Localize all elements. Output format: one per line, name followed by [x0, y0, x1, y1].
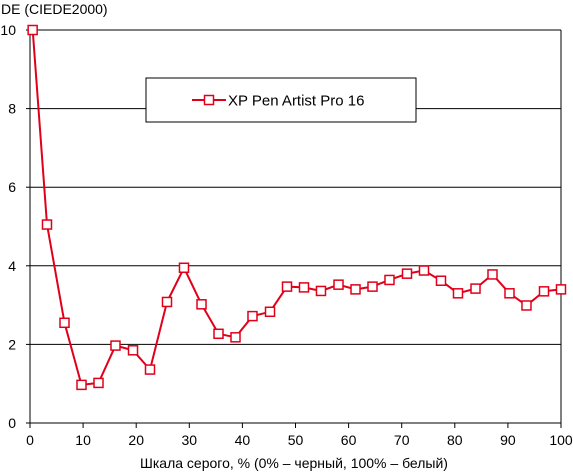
x-tick-label-0: 0	[26, 432, 34, 448]
x-tick-labels: 0 10 20 30 40 50 60 70 80 90 100	[26, 432, 573, 448]
y-tick-label-1: 2	[8, 336, 16, 352]
data-point-0-7	[144, 364, 156, 375]
y-axis-title: DE (CIEDE2000)	[1, 1, 108, 17]
data-point-0-30	[538, 286, 550, 297]
data-point-0-1	[41, 219, 53, 230]
x-tick-label-9: 90	[500, 432, 516, 448]
x-tick-label-10: 100	[549, 432, 573, 448]
data-point-0-27	[487, 269, 498, 280]
grid-lines	[30, 29, 561, 345]
data-point-0-22	[401, 268, 413, 279]
data-point-0-28	[504, 288, 515, 299]
x-tick-label-1: 10	[75, 432, 91, 448]
data-point-0-19	[350, 284, 361, 295]
data-point-0-5	[110, 340, 121, 351]
data-point-0-26	[470, 283, 481, 294]
x-tick-label-4: 40	[235, 432, 251, 448]
axes	[26, 29, 562, 428]
data-point-0-0	[27, 24, 38, 36]
x-tick-label-8: 80	[447, 432, 463, 448]
legend-box	[145, 77, 417, 123]
data-point-0-6	[127, 345, 139, 356]
x-tick-label-5: 50	[288, 432, 304, 448]
y-tick-label-0: 0	[8, 415, 16, 431]
data-point-0-8	[161, 296, 173, 308]
data-point-0-16	[298, 282, 310, 293]
x-tick-label-6: 60	[341, 432, 357, 448]
data-point-0-13	[247, 310, 258, 322]
y-tick-label-5: 10	[0, 22, 16, 38]
data-point-0-17	[315, 285, 327, 297]
x-tick-label-7: 70	[394, 432, 410, 448]
y-tick-labels: 0 2 4 6 8 10	[0, 22, 16, 431]
data-point-0-14	[264, 306, 276, 318]
data-point-0-24	[435, 275, 447, 286]
series-group	[27, 24, 567, 391]
legend-marker-sample	[203, 94, 215, 106]
data-point-0-23	[418, 265, 430, 276]
data-point-0-3	[76, 379, 87, 391]
data-point-0-2	[59, 317, 70, 329]
data-point-0-12	[230, 332, 241, 343]
y-tick-label-4: 8	[8, 101, 16, 117]
x-tick-label-2: 20	[128, 432, 144, 448]
data-point-0-11	[213, 328, 224, 340]
x-axis-title: Шкала серого, % (0% – черный, 100% – бел…	[140, 455, 448, 471]
data-point-0-31	[555, 284, 567, 295]
legend: XP Pen Artist Pro 16	[145, 77, 417, 123]
data-point-0-25	[452, 288, 464, 299]
y-tick-label-3: 6	[8, 179, 16, 195]
data-point-0-20	[367, 281, 378, 292]
data-point-0-9	[178, 262, 190, 274]
legend-entry-label: XP Pen Artist Pro 16	[228, 93, 364, 110]
data-point-0-21	[384, 274, 395, 286]
data-point-0-15	[281, 281, 293, 292]
data-point-0-18	[333, 279, 344, 290]
x-tick-label-3: 30	[182, 432, 198, 448]
data-point-0-29	[521, 300, 532, 311]
data-point-0-10	[196, 299, 207, 310]
data-point-0-4	[93, 377, 104, 389]
y-tick-label-2: 4	[8, 258, 16, 274]
